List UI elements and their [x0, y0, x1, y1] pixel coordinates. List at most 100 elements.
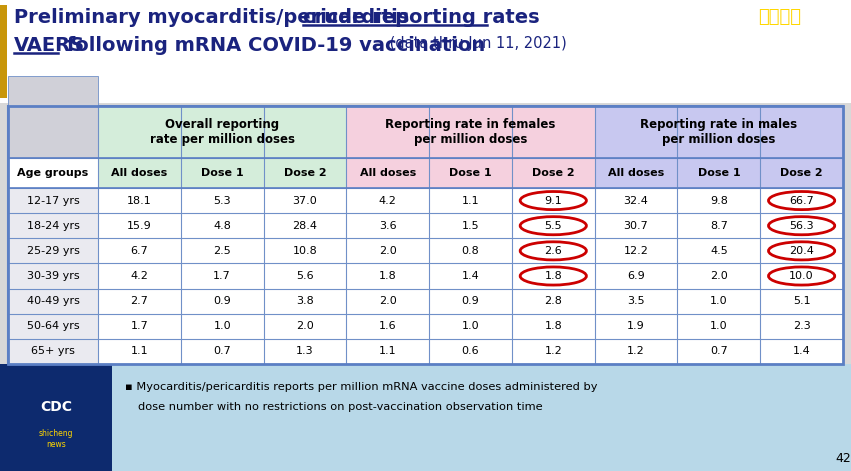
Text: 1.3: 1.3	[296, 347, 314, 357]
Text: 2.5: 2.5	[214, 246, 231, 256]
Text: 狮城新闻: 狮城新闻	[758, 8, 801, 26]
Text: 56.3: 56.3	[789, 221, 814, 231]
Bar	[264, 289, 346, 314]
Bar	[595, 213, 677, 238]
Bar	[346, 263, 429, 289]
Text: Reporting rate in males
per million doses: Reporting rate in males per million dose…	[640, 118, 797, 146]
Bar	[512, 314, 595, 339]
Text: 1.8: 1.8	[545, 271, 563, 281]
Text: following mRNA COVID-19 vaccination: following mRNA COVID-19 vaccination	[60, 36, 485, 55]
Text: 9.8: 9.8	[710, 195, 728, 205]
Bar	[595, 188, 677, 213]
Text: CDC: CDC	[40, 400, 72, 414]
Text: 10.0: 10.0	[789, 271, 814, 281]
Text: 12-17 yrs: 12-17 yrs	[26, 195, 79, 205]
Bar	[346, 106, 595, 158]
Bar	[264, 238, 346, 263]
Bar	[677, 188, 760, 213]
Text: 5.5: 5.5	[545, 221, 563, 231]
Bar	[760, 289, 843, 314]
Bar	[677, 314, 760, 339]
Text: Overall reporting
rate per million doses: Overall reporting rate per million doses	[150, 118, 294, 146]
Bar	[8, 188, 98, 213]
Bar	[98, 213, 180, 238]
Bar	[429, 289, 512, 314]
Bar	[346, 314, 429, 339]
Text: 8.7: 8.7	[710, 221, 728, 231]
Text: (data thru Jun 11, 2021): (data thru Jun 11, 2021)	[385, 36, 567, 51]
Text: 0.7: 0.7	[214, 347, 231, 357]
Text: 5.6: 5.6	[296, 271, 314, 281]
Text: 0.7: 0.7	[710, 347, 728, 357]
Bar	[595, 263, 677, 289]
Text: 1.0: 1.0	[462, 321, 479, 331]
Text: 65+ yrs: 65+ yrs	[31, 347, 75, 357]
Text: 50-64 yrs: 50-64 yrs	[26, 321, 79, 331]
Text: All doses: All doses	[111, 168, 168, 178]
Bar	[595, 238, 677, 263]
Bar	[180, 339, 264, 364]
Text: 3.6: 3.6	[379, 221, 397, 231]
Bar	[264, 188, 346, 213]
Text: Age groups: Age groups	[17, 168, 89, 178]
Bar	[180, 188, 264, 213]
Bar	[512, 263, 595, 289]
Bar	[8, 106, 843, 364]
Bar	[595, 289, 677, 314]
Bar	[677, 289, 760, 314]
Text: 42: 42	[835, 452, 851, 465]
Bar	[8, 263, 98, 289]
Text: 2.0: 2.0	[379, 296, 397, 306]
Text: Reporting rate in females
per million doses: Reporting rate in females per million do…	[386, 118, 556, 146]
Bar	[512, 213, 595, 238]
Text: Preliminary myocarditis/pericarditis crude reporting rates: Preliminary myocarditis/pericarditis cru…	[14, 8, 653, 27]
Bar	[180, 263, 264, 289]
Text: 30-39 yrs: 30-39 yrs	[26, 271, 79, 281]
Text: 2.0: 2.0	[296, 321, 314, 331]
Text: Dose 1: Dose 1	[201, 168, 243, 178]
Text: 4.2: 4.2	[130, 271, 148, 281]
Bar	[677, 339, 760, 364]
Text: Dose 2: Dose 2	[532, 168, 574, 178]
Bar	[595, 106, 843, 158]
Text: 1.8: 1.8	[545, 321, 563, 331]
Bar	[760, 238, 843, 263]
Text: 10.8: 10.8	[293, 246, 317, 256]
Text: 1.1: 1.1	[130, 347, 148, 357]
Bar	[760, 314, 843, 339]
Bar	[8, 289, 98, 314]
Text: 1.5: 1.5	[462, 221, 479, 231]
Text: 2.3: 2.3	[793, 321, 810, 331]
Text: 2.8: 2.8	[545, 296, 563, 306]
Text: 1.1: 1.1	[379, 347, 397, 357]
Text: 18.1: 18.1	[127, 195, 151, 205]
Text: crude reporting rates: crude reporting rates	[303, 8, 540, 27]
Bar	[264, 314, 346, 339]
Text: All doses: All doses	[608, 168, 664, 178]
Text: 0.9: 0.9	[214, 296, 231, 306]
Bar	[8, 76, 98, 158]
Text: ▪ Myocarditis/pericarditis reports per million mRNA vaccine doses administered b: ▪ Myocarditis/pericarditis reports per m…	[125, 382, 597, 392]
Text: 1.6: 1.6	[379, 321, 397, 331]
Text: 1.4: 1.4	[461, 271, 479, 281]
Bar	[98, 289, 180, 314]
Text: Dose 1: Dose 1	[698, 168, 740, 178]
Bar	[346, 339, 429, 364]
Bar	[429, 188, 512, 213]
Text: Dose 2: Dose 2	[780, 168, 823, 178]
Bar	[760, 188, 843, 213]
Bar	[98, 188, 180, 213]
Text: 37.0: 37.0	[293, 195, 317, 205]
Text: 0.9: 0.9	[461, 296, 479, 306]
Bar	[98, 238, 180, 263]
Text: 0.6: 0.6	[462, 347, 479, 357]
Text: dose number with no restrictions on post-vaccination observation time: dose number with no restrictions on post…	[138, 402, 543, 412]
Bar	[429, 339, 512, 364]
Bar	[346, 238, 429, 263]
Bar	[264, 263, 346, 289]
Text: 2.0: 2.0	[710, 271, 728, 281]
Text: 28.4: 28.4	[293, 221, 317, 231]
Text: 1.0: 1.0	[214, 321, 231, 331]
Bar	[429, 213, 512, 238]
Text: 1.8: 1.8	[379, 271, 397, 281]
